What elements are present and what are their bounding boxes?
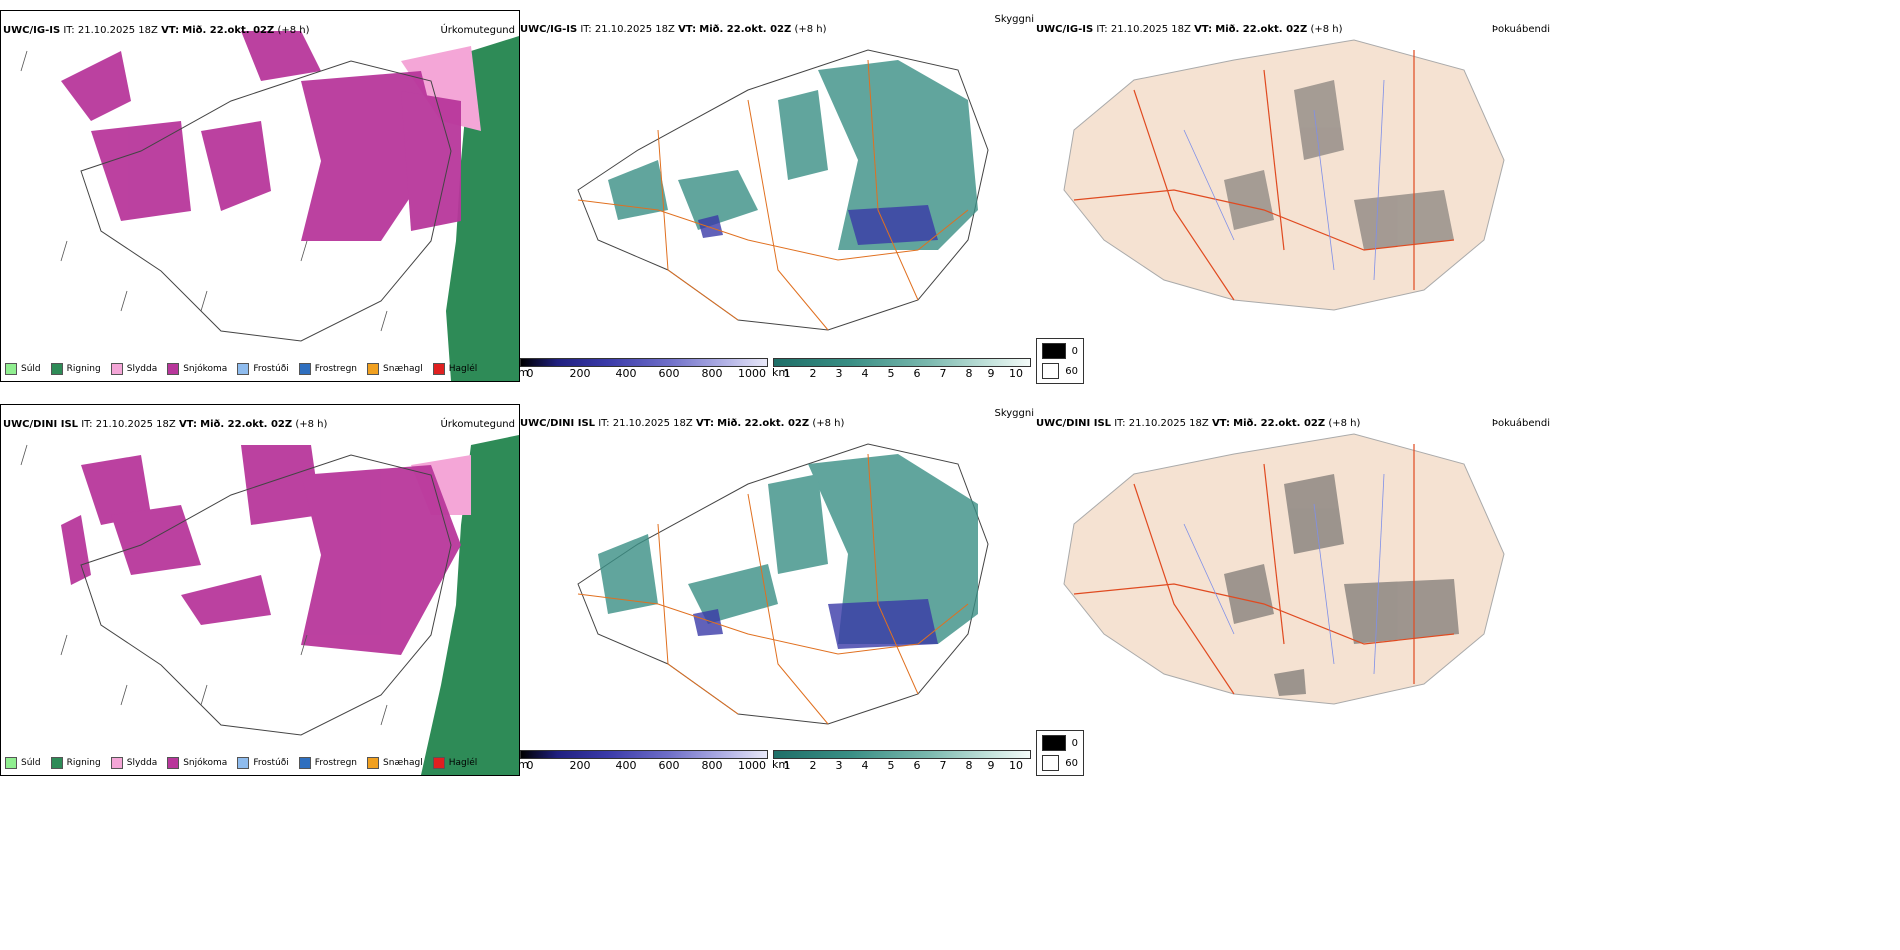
legend-item: Súld: [5, 757, 41, 769]
panel-field-label: Þokuábendi: [1491, 418, 1550, 429]
legend-item: Slydda: [110, 757, 157, 769]
panel-precip-type-ig: UWC/IG-IS IT: 21.10.2025 18Z VT: Mið. 22…: [0, 10, 520, 382]
panel-title: UWC/IG-IS IT: 21.10.2025 18Z VT: Mið. 22…: [3, 25, 310, 36]
legend-item: Frostúði: [237, 757, 289, 769]
map-fog-dini: [1063, 433, 1505, 705]
ceiling-colorbar: 0 200 400 600 800 1000 m: [518, 358, 768, 380]
visibility-colorbar: 1 2 3 4 5 6 7 8 9 10 km: [772, 358, 1031, 380]
panel-title: UWC/DINI ISL IT: 21.10.2025 18Z VT: Mið.…: [3, 419, 328, 430]
visibility-colorbar: 1 2 3 4 5 6 7 8 9 10 km: [772, 750, 1031, 772]
panel-visibility-dini: UWC/DINI ISL IT: 21.10.2025 18Z VT: Mið.…: [518, 404, 1038, 774]
legend-item: Haglél: [432, 757, 477, 769]
ceiling-colorbar: 0 200 400 600 800 1000 m: [518, 750, 768, 772]
map-precip-type-ig: [20, 31, 519, 381]
panel-precip-type-dini: UWC/DINI ISL IT: 21.10.2025 18Z VT: Mið.…: [0, 404, 520, 776]
legend-item: Slydda: [110, 363, 157, 375]
panel-title: UWC/DINI ISL IT: 21.10.2025 18Z VT: Mið.…: [520, 418, 845, 429]
map-fog-ig: [1063, 39, 1505, 311]
panel-field-label: Úrkomutegund: [440, 25, 515, 36]
legend-item: Snæhagl: [367, 363, 423, 375]
panel-fog-dini: UWC/DINI ISL IT: 21.10.2025 18Z VT: Mið.…: [1034, 404, 1554, 774]
legend-item: Snæhagl: [367, 757, 423, 769]
panel-field-label: Skyggni: [994, 408, 1034, 419]
legend-item: Frostúði: [237, 363, 289, 375]
fog-legend: 0 60: [1036, 730, 1084, 776]
precip-legend: Súld Rigning Slydda Snjókoma Frostúði Fr…: [5, 757, 477, 769]
map-visibility-dini: [577, 443, 989, 725]
legend-item: Snjókoma: [167, 363, 227, 375]
panel-field-label: Þokuábendi: [1491, 24, 1550, 35]
map-visibility-ig: [577, 49, 989, 331]
legend-item: Rigning: [50, 757, 101, 769]
map-precip-type-dini: [20, 435, 519, 775]
panel-title: UWC/DINI ISL IT: 21.10.2025 18Z VT: Mið.…: [1036, 418, 1361, 429]
legend-item: Rigning: [50, 363, 101, 375]
panel-field-label: Úrkomutegund: [440, 419, 515, 430]
legend-item: Frostregn: [298, 363, 357, 375]
panel-fog-ig: UWC/IG-IS IT: 21.10.2025 18Z VT: Mið. 22…: [1034, 10, 1554, 380]
legend-item: Súld: [5, 363, 41, 375]
panel-visibility-ig: UWC/IG-IS IT: 21.10.2025 18Z VT: Mið. 22…: [518, 10, 1038, 380]
fog-legend: 0 60: [1036, 338, 1084, 384]
legend-item: Haglél: [432, 363, 477, 375]
panel-field-label: Skyggni: [994, 14, 1034, 25]
panel-title: UWC/IG-IS IT: 21.10.2025 18Z VT: Mið. 22…: [1036, 24, 1343, 35]
legend-item: Frostregn: [298, 757, 357, 769]
precip-legend: Súld Rigning Slydda Snjókoma Frostúði Fr…: [5, 363, 477, 375]
panel-title: UWC/IG-IS IT: 21.10.2025 18Z VT: Mið. 22…: [520, 24, 827, 35]
legend-item: Snjókoma: [167, 757, 227, 769]
